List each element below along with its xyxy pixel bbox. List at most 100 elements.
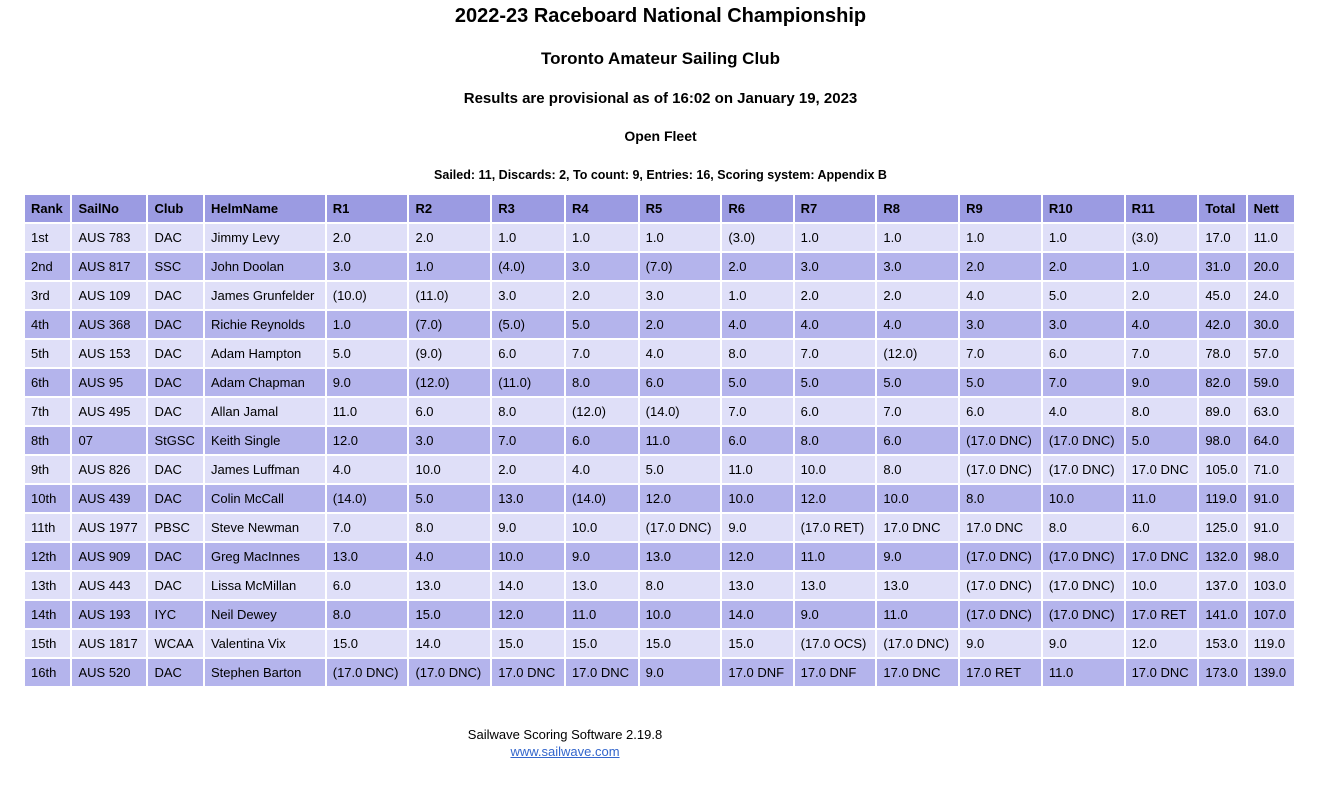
cell-rank: 5th xyxy=(25,340,71,367)
cell-r9: 9.0 xyxy=(960,630,1041,657)
cell-helmname: James Grunfelder xyxy=(204,282,325,309)
col-header-r3: R3 xyxy=(492,195,564,222)
cell-r5: 10.0 xyxy=(639,601,721,628)
cell-r9: (17.0 DNC) xyxy=(960,427,1041,454)
col-header-rank: Rank xyxy=(25,195,71,222)
header-row: Rank SailNo Club HelmName R1 R2 R3 R4 R5 R6 R7 R8 R9… xyxy=(25,195,1294,222)
cell-club: DAC xyxy=(148,572,203,599)
cell-r7: 12.0 xyxy=(794,485,876,512)
cell-nett: 139.0 xyxy=(1247,659,1294,686)
cell-r8: 7.0 xyxy=(877,398,959,425)
col-header-r8: R8 xyxy=(877,195,959,222)
col-header-r5: R5 xyxy=(639,195,721,222)
cell-r10: 8.0 xyxy=(1042,514,1124,541)
cell-helmname: Stephen Barton xyxy=(204,659,325,686)
cell-r9: 4.0 xyxy=(960,282,1041,309)
cell-club: DAC xyxy=(148,224,203,251)
cell-rank: 13th xyxy=(25,572,71,599)
cell-r4: 9.0 xyxy=(565,543,638,570)
results-table-header: Rank SailNo Club HelmName R1 R2 R3 R4 R5 R6 R7 R8 R9… xyxy=(25,195,1294,222)
cell-rank: 2nd xyxy=(25,253,71,280)
cell-r6: 8.0 xyxy=(722,340,793,367)
cell-r9: 8.0 xyxy=(960,485,1041,512)
cell-nett: 20.0 xyxy=(1247,253,1294,280)
cell-r9: 5.0 xyxy=(960,369,1041,396)
cell-r11: 17.0 RET xyxy=(1125,601,1198,628)
cell-nett: 24.0 xyxy=(1247,282,1294,309)
cell-r6: 1.0 xyxy=(722,282,793,309)
col-header-r7: R7 xyxy=(794,195,876,222)
cell-total: 45.0 xyxy=(1199,282,1246,309)
cell-r3: 6.0 xyxy=(492,340,564,367)
cell-total: 105.0 xyxy=(1199,456,1246,483)
cell-r8: 1.0 xyxy=(877,224,959,251)
cell-r8: 10.0 xyxy=(877,485,959,512)
cell-r11: 4.0 xyxy=(1125,311,1198,338)
cell-r9: 17.0 RET xyxy=(960,659,1041,686)
cell-sailno: AUS 95 xyxy=(72,369,147,396)
cell-nett: 30.0 xyxy=(1247,311,1294,338)
sailwave-link[interactable]: www.sailwave.com xyxy=(510,744,620,759)
cell-r9: (17.0 DNC) xyxy=(960,456,1041,483)
cell-r3: 15.0 xyxy=(492,630,564,657)
cell-r5: 3.0 xyxy=(639,282,721,309)
cell-r4: 17.0 DNC xyxy=(565,659,638,686)
cell-r2: 5.0 xyxy=(409,485,491,512)
cell-sailno: AUS 153 xyxy=(72,340,147,367)
cell-helmname: Richie Reynolds xyxy=(204,311,325,338)
results-table-body: 1st AUS 783 DAC Jimmy Levy 2.0 2.0 1.0 1.0 1.0 (3… xyxy=(25,224,1294,686)
cell-r4: 7.0 xyxy=(565,340,638,367)
cell-rank: 15th xyxy=(25,630,71,657)
cell-sailno: AUS 368 xyxy=(72,311,147,338)
table-row: 14th AUS 193 IYC Neil Dewey 8.0 15.0 12.0 11.0 1… xyxy=(25,601,1294,628)
cell-r2: (9.0) xyxy=(409,340,491,367)
cell-rank: 16th xyxy=(25,659,71,686)
cell-r10: (17.0 DNC) xyxy=(1042,427,1124,454)
cell-r10: 11.0 xyxy=(1042,659,1124,686)
table-row: 3rd AUS 109 DAC James Grunfelder (10.0) (11.0… xyxy=(25,282,1294,309)
cell-helmname: Keith Single xyxy=(204,427,325,454)
cell-r10: (17.0 DNC) xyxy=(1042,572,1124,599)
cell-r5: 12.0 xyxy=(639,485,721,512)
cell-helmname: John Doolan xyxy=(204,253,325,280)
cell-r7: 10.0 xyxy=(794,456,876,483)
cell-total: 31.0 xyxy=(1199,253,1246,280)
cell-helmname: James Luffman xyxy=(204,456,325,483)
cell-helmname: Steve Newman xyxy=(204,514,325,541)
cell-r11: 10.0 xyxy=(1125,572,1198,599)
table-row: 16th AUS 520 DAC Stephen Barton (17.0 DNC) (1… xyxy=(25,659,1294,686)
cell-r6: 7.0 xyxy=(722,398,793,425)
cell-r9: 7.0 xyxy=(960,340,1041,367)
cell-r2: (7.0) xyxy=(409,311,491,338)
cell-r7: 17.0 DNF xyxy=(794,659,876,686)
cell-r6: 4.0 xyxy=(722,311,793,338)
provisional-status: Results are provisional as of 16:02 on J… xyxy=(463,90,858,107)
cell-r9: (17.0 DNC) xyxy=(960,572,1041,599)
cell-r10: 1.0 xyxy=(1042,224,1124,251)
cell-r7: 7.0 xyxy=(794,340,876,367)
cell-r1: 1.0 xyxy=(326,311,408,338)
cell-r7: 11.0 xyxy=(794,543,876,570)
cell-rank: 6th xyxy=(25,369,71,396)
cell-r6: 15.0 xyxy=(722,630,793,657)
cell-r9: 1.0 xyxy=(960,224,1041,251)
cell-club: DAC xyxy=(148,543,203,570)
fleet-title: Open Fleet xyxy=(624,128,697,144)
cell-r7: 4.0 xyxy=(794,311,876,338)
cell-r4: 6.0 xyxy=(565,427,638,454)
cell-r1: 4.0 xyxy=(326,456,408,483)
cell-r2: 3.0 xyxy=(409,427,491,454)
cell-sailno: AUS 439 xyxy=(72,485,147,512)
cell-rank: 8th xyxy=(25,427,71,454)
cell-sailno: AUS 909 xyxy=(72,543,147,570)
cell-helmname: Allan Jamal xyxy=(204,398,325,425)
cell-r6: 14.0 xyxy=(722,601,793,628)
series-summary: Sailed: 11, Discards: 2, To count: 9, En… xyxy=(434,168,887,182)
cell-club: DAC xyxy=(148,369,203,396)
cell-r11: 9.0 xyxy=(1125,369,1198,396)
cell-r2: 2.0 xyxy=(409,224,491,251)
cell-rank: 12th xyxy=(25,543,71,570)
table-row: 15th AUS 1817 WCAA Valentina Vix 15.0 14.0 15.… xyxy=(25,630,1294,657)
cell-r1: 15.0 xyxy=(326,630,408,657)
cell-rank: 7th xyxy=(25,398,71,425)
